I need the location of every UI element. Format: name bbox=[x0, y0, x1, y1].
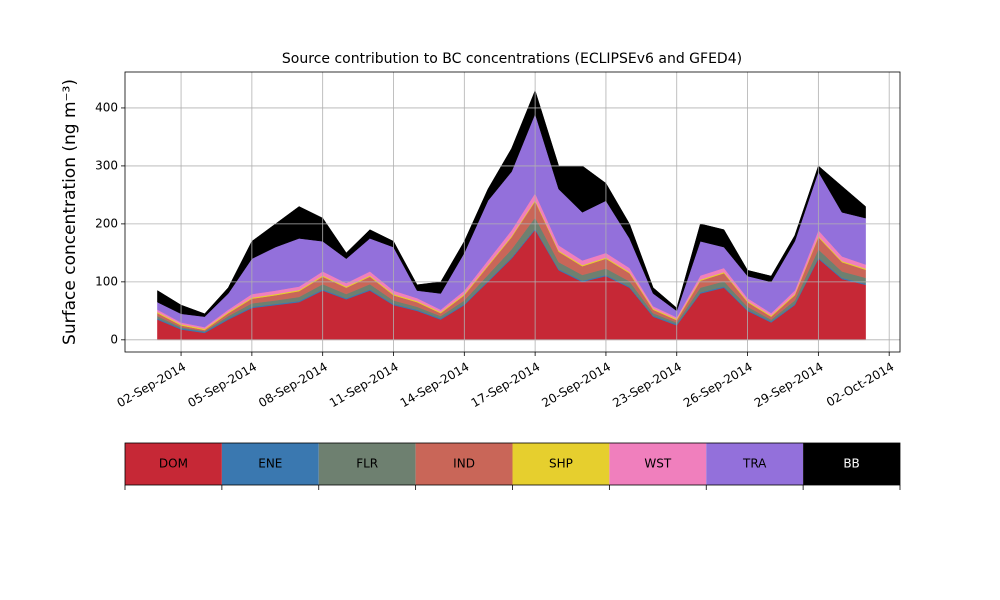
y-tick-label: 100 bbox=[95, 274, 118, 288]
x-tick-label: 11-Sep-2014 bbox=[327, 360, 401, 411]
x-tick-label: 26-Sep-2014 bbox=[681, 360, 755, 411]
legend-label: SHP bbox=[549, 457, 573, 471]
x-tick-label: 02-Oct-2014 bbox=[824, 360, 896, 410]
legend-swatch bbox=[221, 443, 319, 485]
y-axis-label: Surface concentration (ng m⁻³) bbox=[60, 79, 80, 345]
legend-label: DOM bbox=[159, 457, 188, 471]
x-tick-label: 08-Sep-2014 bbox=[256, 360, 330, 411]
chart-title: Source contribution to BC concentrations… bbox=[282, 51, 742, 67]
legend-swatch bbox=[803, 443, 900, 485]
legend-label: WST bbox=[644, 457, 671, 471]
x-tick-label: 20-Sep-2014 bbox=[539, 360, 613, 411]
legend-label: IND bbox=[453, 457, 475, 471]
x-tick-label: 17-Sep-2014 bbox=[469, 360, 543, 411]
legend-swatch bbox=[318, 443, 416, 485]
legend-label: FLR bbox=[356, 457, 378, 471]
legend-frame bbox=[124, 442, 901, 486]
x-tick-label: 02-Sep-2014 bbox=[115, 360, 189, 411]
y-tick-label: 0 bbox=[110, 332, 118, 346]
plot-frame bbox=[124, 71, 901, 353]
legend-swatch bbox=[415, 443, 513, 485]
x-tick-label: 14-Sep-2014 bbox=[398, 360, 472, 411]
x-tick-label: 23-Sep-2014 bbox=[610, 360, 684, 411]
x-tick-label: 05-Sep-2014 bbox=[185, 360, 259, 411]
legend-label: ENE bbox=[258, 457, 282, 471]
legend-swatch bbox=[609, 443, 707, 485]
legend-swatch bbox=[706, 443, 804, 485]
y-tick-label: 400 bbox=[95, 100, 118, 114]
x-tick-label: 29-Sep-2014 bbox=[752, 360, 826, 411]
y-tick-label: 300 bbox=[95, 158, 118, 172]
area bbox=[157, 89, 866, 317]
legend-label: BB bbox=[843, 457, 859, 471]
legend-swatch bbox=[125, 443, 222, 485]
legend-label: TRA bbox=[742, 457, 767, 471]
y-tick-label: 200 bbox=[95, 216, 118, 230]
legend-swatch bbox=[512, 443, 610, 485]
